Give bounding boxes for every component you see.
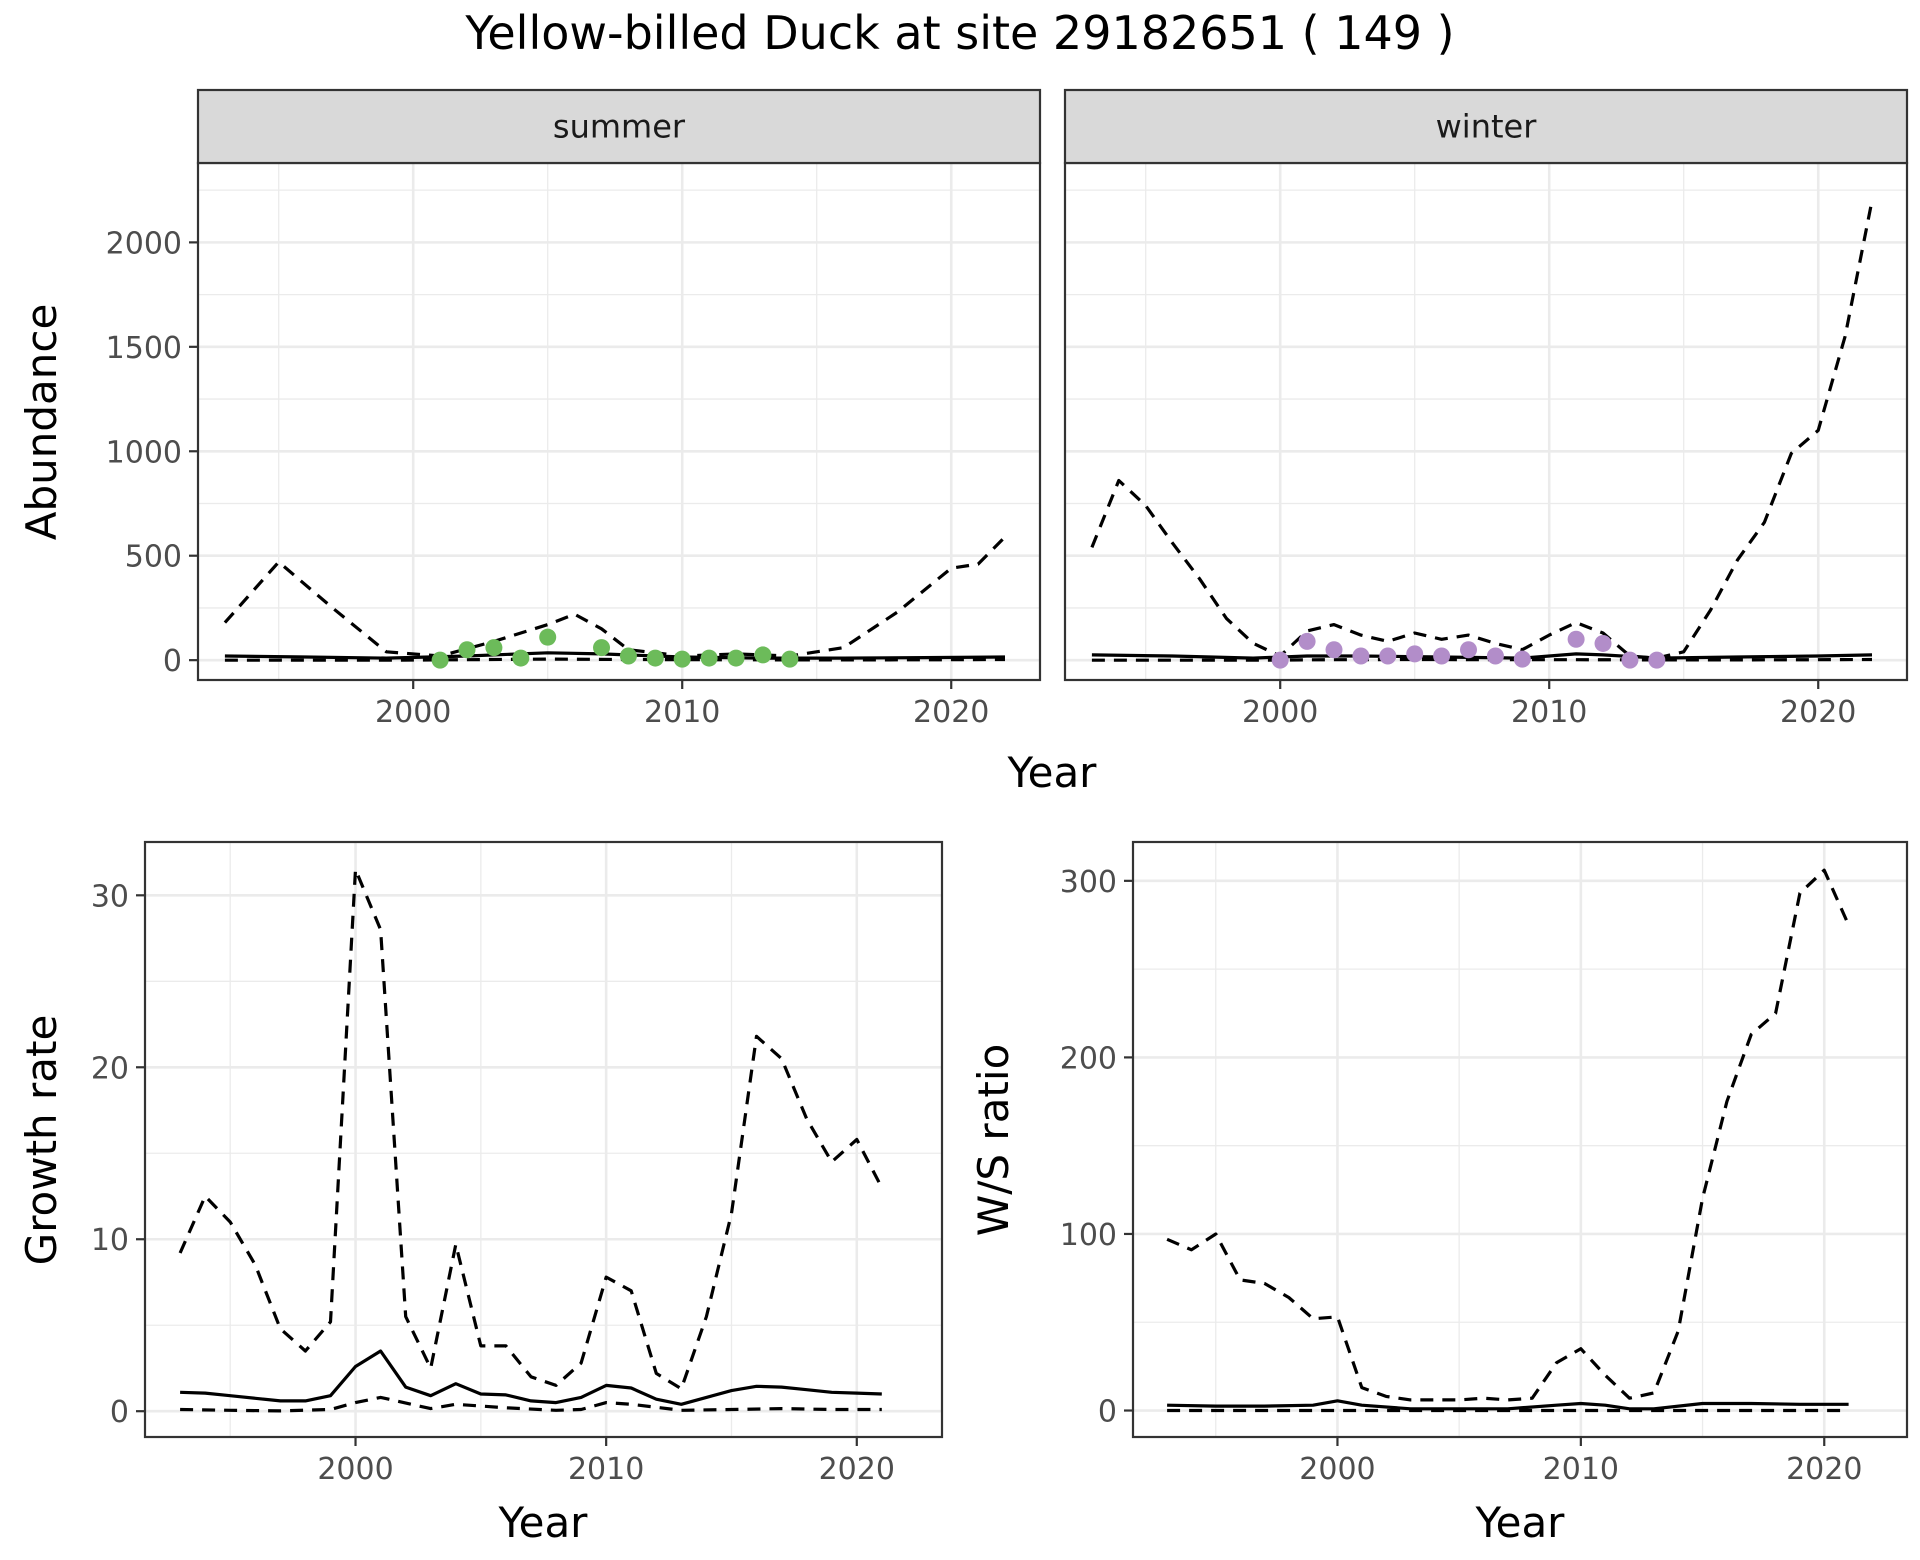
- abundance-winter-data-point: [1406, 645, 1424, 663]
- growth-x-tick-label: 2010: [568, 1452, 644, 1487]
- abundance-summer-y-tick-label: 2000: [106, 226, 182, 261]
- abundance-summer-x-tick-label: 2000: [375, 695, 451, 730]
- growth-series-line-2: [180, 1349, 882, 1406]
- growth-series-line-3: [180, 1395, 882, 1413]
- abundance-summer-data-point: [754, 646, 772, 664]
- abundance-winter-data-point: [1594, 634, 1612, 652]
- abundance-summer-data-point: [781, 650, 799, 668]
- abundance-winter-facet-strip: [1063, 88, 1909, 165]
- abundance-summer-y-tick-label: 500: [125, 540, 182, 575]
- abundance-summer-data-point: [673, 650, 691, 668]
- abundance-summer-data-point: [646, 649, 664, 667]
- abundance-summer-data-point: [458, 641, 476, 659]
- abundance-summer-data-point: [539, 628, 557, 646]
- growth-panel-border: [143, 840, 944, 1439]
- abundance-summer-y-tick-label: 1000: [106, 435, 182, 470]
- ws_ratio-y-tick-label: 300: [1060, 865, 1117, 900]
- abundance-summer-data-point: [727, 649, 745, 667]
- abundance-winter-data-point: [1325, 641, 1343, 659]
- abundance-summer-data-point: [485, 639, 503, 657]
- ws_ratio-y-tick-label: 0: [1098, 1395, 1117, 1430]
- abundance-winter-x-tick-label: 2000: [1242, 695, 1318, 730]
- abundance-winter-data-point: [1648, 651, 1666, 669]
- ws_ratio-y-tick-label: 100: [1060, 1218, 1117, 1253]
- abundance-winter-data-point: [1486, 647, 1504, 665]
- ws_ratio-x-tick-label: 2000: [1299, 1452, 1375, 1487]
- growth-x-tick-label: 2000: [317, 1452, 393, 1487]
- ws-ratio-y-axis-label: W/S ratio: [969, 1044, 1018, 1237]
- ws_ratio-panel-background: [1133, 842, 1907, 1437]
- abundance-summer-data-point: [700, 649, 718, 667]
- growth-y-axis-label: Growth rate: [17, 1015, 66, 1266]
- abundance-summer-panel-background: [198, 163, 1040, 680]
- abundance-winter-data-point: [1379, 647, 1397, 665]
- ws_ratio-y-tick-label: 200: [1060, 1041, 1117, 1076]
- ws_ratio-series-line-2: [1167, 1399, 1849, 1411]
- ws_ratio-x-tick-label: 2020: [1786, 1452, 1862, 1487]
- abundance-winter-data-point: [1298, 632, 1316, 650]
- abundance-summer-x-tick-label: 2020: [913, 695, 989, 730]
- ws_ratio-panel-border: [1131, 840, 1909, 1439]
- abundance-winter-facet-label: winter: [1436, 108, 1538, 146]
- abundance-summer-y-tick-label: 0: [163, 644, 182, 679]
- abundance-winter-data-point: [1460, 641, 1478, 659]
- growth-y-tick-label: 0: [110, 1395, 129, 1430]
- abundance-summer-data-point: [619, 647, 637, 665]
- growth-series-line-1: [178, 867, 884, 1391]
- growth-y-tick-label: 10: [91, 1223, 129, 1258]
- abundance-summer-facet-strip: [196, 88, 1042, 165]
- figure-title: Yellow-billed Duck at site 29182651 ( 14…: [465, 6, 1455, 60]
- abundance-summer-series-line-1: [223, 535, 1007, 658]
- abundance-x-axis-label: Year: [1007, 748, 1098, 797]
- abundance-y-axis-label: Abundance: [17, 304, 66, 541]
- growth-x-axis-label: Year: [498, 1498, 589, 1547]
- ws_ratio-series-line-1: [1166, 868, 1851, 1402]
- ws_ratio-x-axis-label: Year: [1475, 1498, 1566, 1547]
- abundance-winter-x-tick-label: 2010: [1511, 695, 1587, 730]
- growth-y-tick-label: 30: [91, 879, 129, 914]
- abundance-winter-data-point: [1433, 647, 1451, 665]
- abundance-summer-data-point: [512, 649, 530, 667]
- abundance-winter-x-tick-label: 2020: [1780, 695, 1856, 730]
- abundance-winter-data-point: [1567, 630, 1585, 648]
- growth-y-tick-label: 20: [91, 1051, 129, 1086]
- abundance-summer-facet-label: summer: [553, 108, 686, 146]
- ws_ratio-x-tick-label: 2010: [1543, 1452, 1619, 1487]
- abundance-winter-series-line-1: [1090, 200, 1874, 660]
- abundance-summer-x-tick-label: 2010: [644, 695, 720, 730]
- abundance-summer-data-point: [593, 639, 611, 657]
- growth-x-tick-label: 2020: [819, 1452, 895, 1487]
- abundance-winter-panel-background: [1065, 163, 1907, 680]
- abundance-summer-data-point: [431, 651, 449, 669]
- abundance-winter-data-point: [1621, 651, 1639, 669]
- abundance-winter-data-point: [1352, 647, 1370, 665]
- abundance-winter-data-point: [1513, 650, 1531, 668]
- abundance-summer-y-tick-label: 1500: [106, 331, 182, 366]
- growth-panel-background: [145, 842, 942, 1437]
- abundance-winter-data-point: [1271, 651, 1289, 669]
